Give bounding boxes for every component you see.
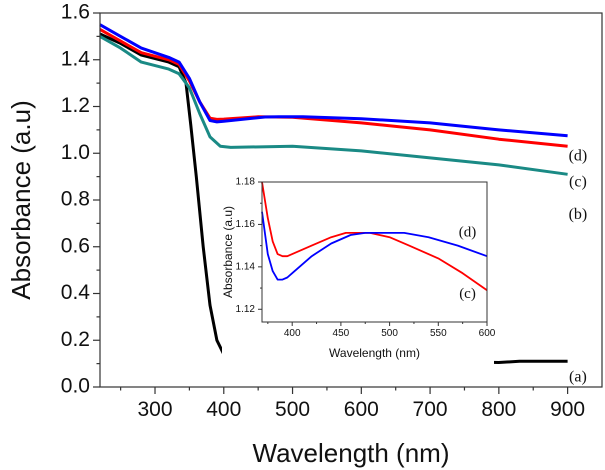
x-tick-label: 550 xyxy=(430,328,447,339)
series-line-d xyxy=(99,23,568,138)
x-tick-label: 300 xyxy=(137,398,172,421)
y-tick-label: 1.0 xyxy=(61,141,90,164)
series-label-d: (d) xyxy=(459,224,477,240)
y-tick-label: 1.16 xyxy=(236,219,256,230)
y-tick-label: 0.8 xyxy=(61,188,90,211)
plot-frame xyxy=(261,181,488,323)
y-tick-label: 1.14 xyxy=(236,261,256,272)
x-tick-label: 600 xyxy=(344,398,379,421)
x-tick-label: 800 xyxy=(481,398,516,421)
y-tick-label: 1.6 xyxy=(61,1,90,24)
series-label-c: (c) xyxy=(459,286,476,302)
x-tick-label: 400 xyxy=(284,328,301,339)
series-label-b: (b) xyxy=(569,206,588,223)
y-axis-label: Absorbance (a.u) xyxy=(6,100,36,299)
inset-plot: (c) (d) 400 450 500 550 600 1.12 1.14 1.16 1.18 Wav… xyxy=(221,170,496,370)
x-tick-label: 500 xyxy=(381,328,398,339)
x-tick-label: 500 xyxy=(275,398,310,421)
y-tick-label: 0.6 xyxy=(61,234,90,257)
x-tick-label: 450 xyxy=(333,328,350,339)
y-tick-label: 1.18 xyxy=(236,177,256,188)
series-line-d xyxy=(261,211,488,281)
series-line-c xyxy=(261,181,488,291)
y-axis-label: Absorbance (a.u) xyxy=(221,206,235,298)
series-label-c: (c) xyxy=(569,174,587,191)
y-tick-label: 0.0 xyxy=(61,375,90,398)
series-label-d: (d) xyxy=(569,147,588,164)
x-tick-label: 900 xyxy=(550,398,585,421)
x-axis-label: Wavelength (nm) xyxy=(329,346,420,360)
inset-background xyxy=(222,170,494,370)
y-tick-label: 0.2 xyxy=(61,328,90,351)
y-tick-label: 1.2 xyxy=(61,94,90,117)
series-line-c xyxy=(99,28,568,148)
y-tick-label: 1.4 xyxy=(61,47,91,70)
series-label-a: (a) xyxy=(569,368,587,385)
x-axis-label: Wavelength (nm) xyxy=(253,438,450,468)
x-tick-label: 600 xyxy=(479,328,496,339)
x-tick-label: 700 xyxy=(413,398,448,421)
x-tick-label: 400 xyxy=(206,398,241,421)
y-tick-label: 1.12 xyxy=(236,304,256,315)
main-plot: (a) (b) (c) (d) 300 400 500 600 700 800 900 0.0 0.2 0… xyxy=(6,1,603,468)
series-line-b xyxy=(99,35,568,176)
y-tick-label: 0.4 xyxy=(61,281,91,304)
